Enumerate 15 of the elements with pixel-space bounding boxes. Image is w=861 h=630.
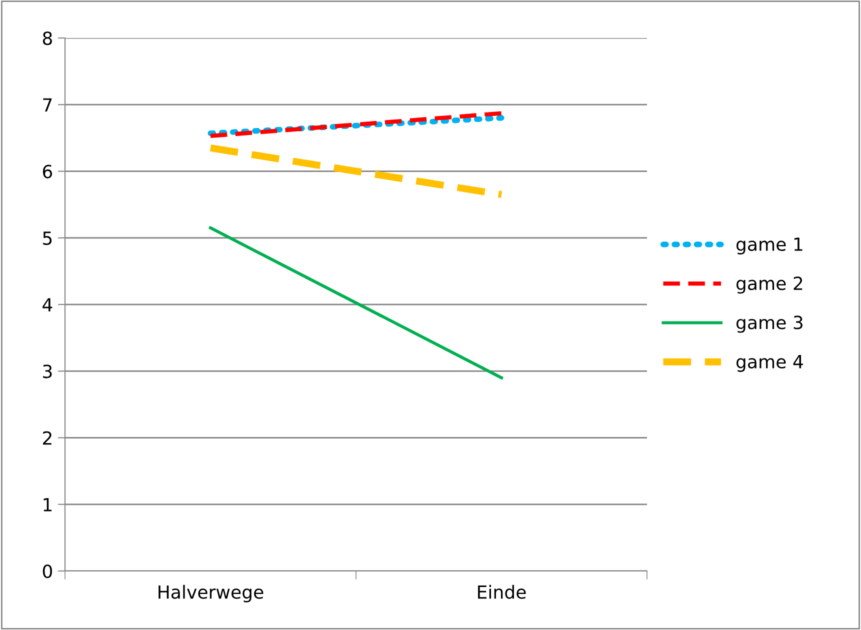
x-tick-label: Einde: [478, 584, 526, 599]
legend-label: game 3: [736, 316, 802, 333]
y-tick-label: 3: [43, 364, 52, 378]
legend-label: game 1: [736, 238, 802, 255]
y-tick-label: 1: [44, 498, 52, 512]
legend-label: game 2: [736, 276, 802, 294]
x-tick-label: Halverwege: [158, 584, 264, 602]
y-tick-label: 0: [42, 564, 52, 578]
y-tick-label: 4: [42, 298, 52, 312]
y-tick-label: 8: [42, 31, 52, 46]
y-tick-label: 2: [43, 431, 52, 445]
y-tick-label: 6: [42, 164, 52, 178]
y-tick-label: 7: [43, 98, 52, 112]
y-tick-label: 5: [43, 232, 52, 245]
legend-label: game 4: [736, 355, 803, 372]
